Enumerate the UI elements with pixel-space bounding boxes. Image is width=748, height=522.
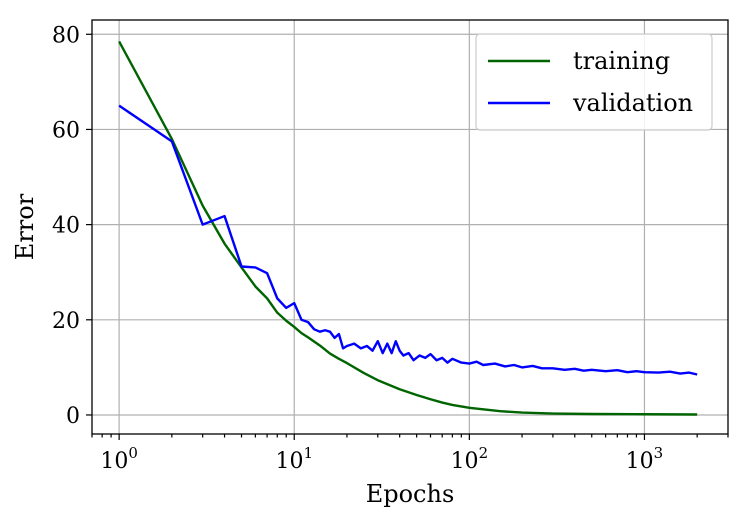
legend-label-training: training bbox=[573, 47, 670, 75]
series-layer bbox=[118, 40, 698, 416]
x-tick-exponent: 3 bbox=[654, 444, 664, 462]
y-tick-label: 60 bbox=[52, 118, 80, 143]
x-tick-label: 103 bbox=[626, 444, 664, 474]
x-tick-base: 10 bbox=[100, 449, 128, 474]
legend-box bbox=[475, 33, 713, 131]
x-tick-exponent: 0 bbox=[128, 444, 138, 462]
y-axis-title: Error bbox=[11, 193, 39, 260]
series-line-validation bbox=[118, 104, 698, 376]
x-axis-title: Epochs bbox=[366, 480, 455, 508]
y-tick-label: 80 bbox=[52, 23, 80, 48]
y-tick-label: 20 bbox=[52, 309, 80, 334]
x-tick-base: 10 bbox=[451, 449, 479, 474]
x-tick-base: 10 bbox=[275, 449, 303, 474]
y-tick-label: 40 bbox=[52, 214, 80, 239]
plot-frame bbox=[91, 19, 729, 435]
series-line-training bbox=[118, 40, 698, 416]
legend: training validation bbox=[475, 33, 713, 131]
x-tick-label: 102 bbox=[451, 444, 489, 474]
x-tick-base: 10 bbox=[626, 449, 654, 474]
x-tick-exponent: 2 bbox=[479, 444, 489, 462]
x-tick-label: 100 bbox=[100, 444, 138, 474]
x-tick-label: 101 bbox=[275, 444, 313, 474]
x-tick-exponent: 1 bbox=[303, 444, 313, 462]
y-tick-label: 0 bbox=[66, 404, 80, 429]
legend-label-validation: validation bbox=[572, 89, 693, 117]
